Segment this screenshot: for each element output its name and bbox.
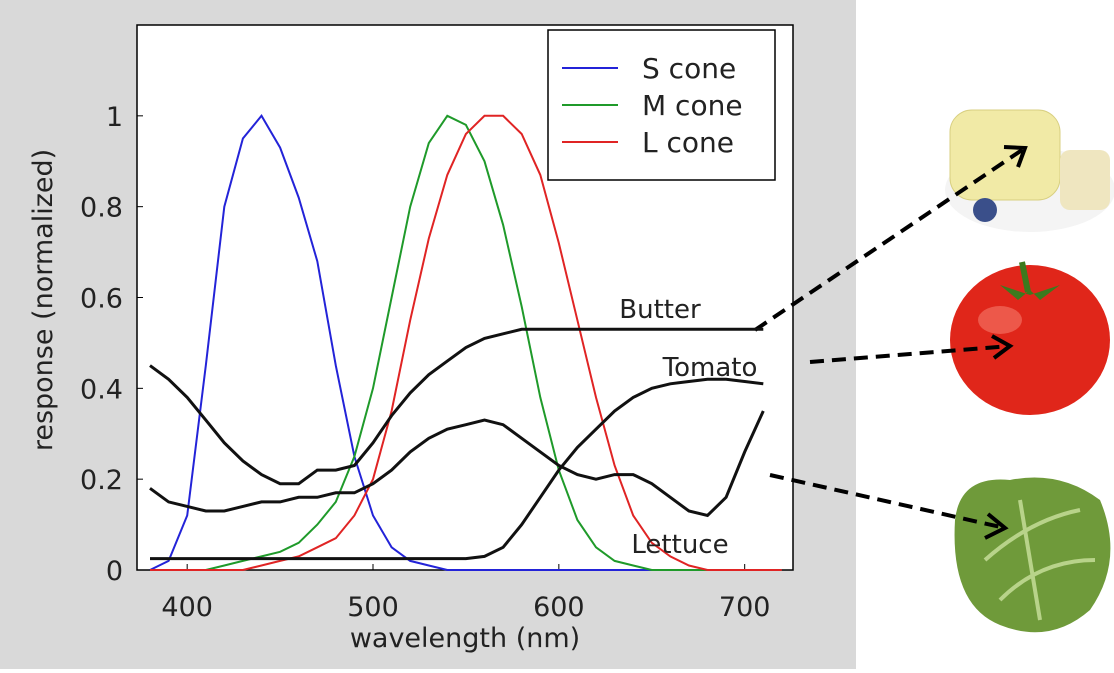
y-tick-label: 0: [106, 556, 123, 587]
x-tick-label: 500: [347, 592, 399, 623]
x-tick-label: 600: [533, 592, 585, 623]
lettuce-image: [954, 477, 1111, 633]
legend-label: L cone: [642, 126, 734, 159]
curve-label: Butter: [619, 295, 701, 325]
curve-label: Lettuce: [631, 530, 728, 560]
y-tick-label: 0.2: [80, 465, 123, 496]
butter-image: [945, 109, 1114, 232]
y-tick-label: 0.8: [80, 193, 123, 224]
x-tick-label: 400: [161, 592, 213, 623]
tomato-image: [950, 261, 1110, 415]
series-line: [149, 327, 764, 486]
legend-box: [547, 29, 776, 181]
legend-label: S cone: [642, 52, 736, 85]
series-line: [150, 114, 782, 571]
y-tick-label: 0.4: [80, 374, 123, 405]
x-tick-label: 700: [719, 592, 771, 623]
arrows: [753, 146, 1027, 530]
series-line: [149, 410, 765, 518]
legend-label: M cone: [642, 89, 743, 122]
x-axis-label: wavelength (nm): [350, 623, 580, 654]
curve-label: Tomato: [662, 353, 758, 383]
series-line: [150, 377, 764, 561]
y-tick-label: 0.6: [80, 284, 123, 315]
arrowheads: [984, 145, 1028, 540]
y-axis-label: response (normalized): [28, 149, 59, 451]
y-tick-label: 1: [106, 102, 123, 133]
